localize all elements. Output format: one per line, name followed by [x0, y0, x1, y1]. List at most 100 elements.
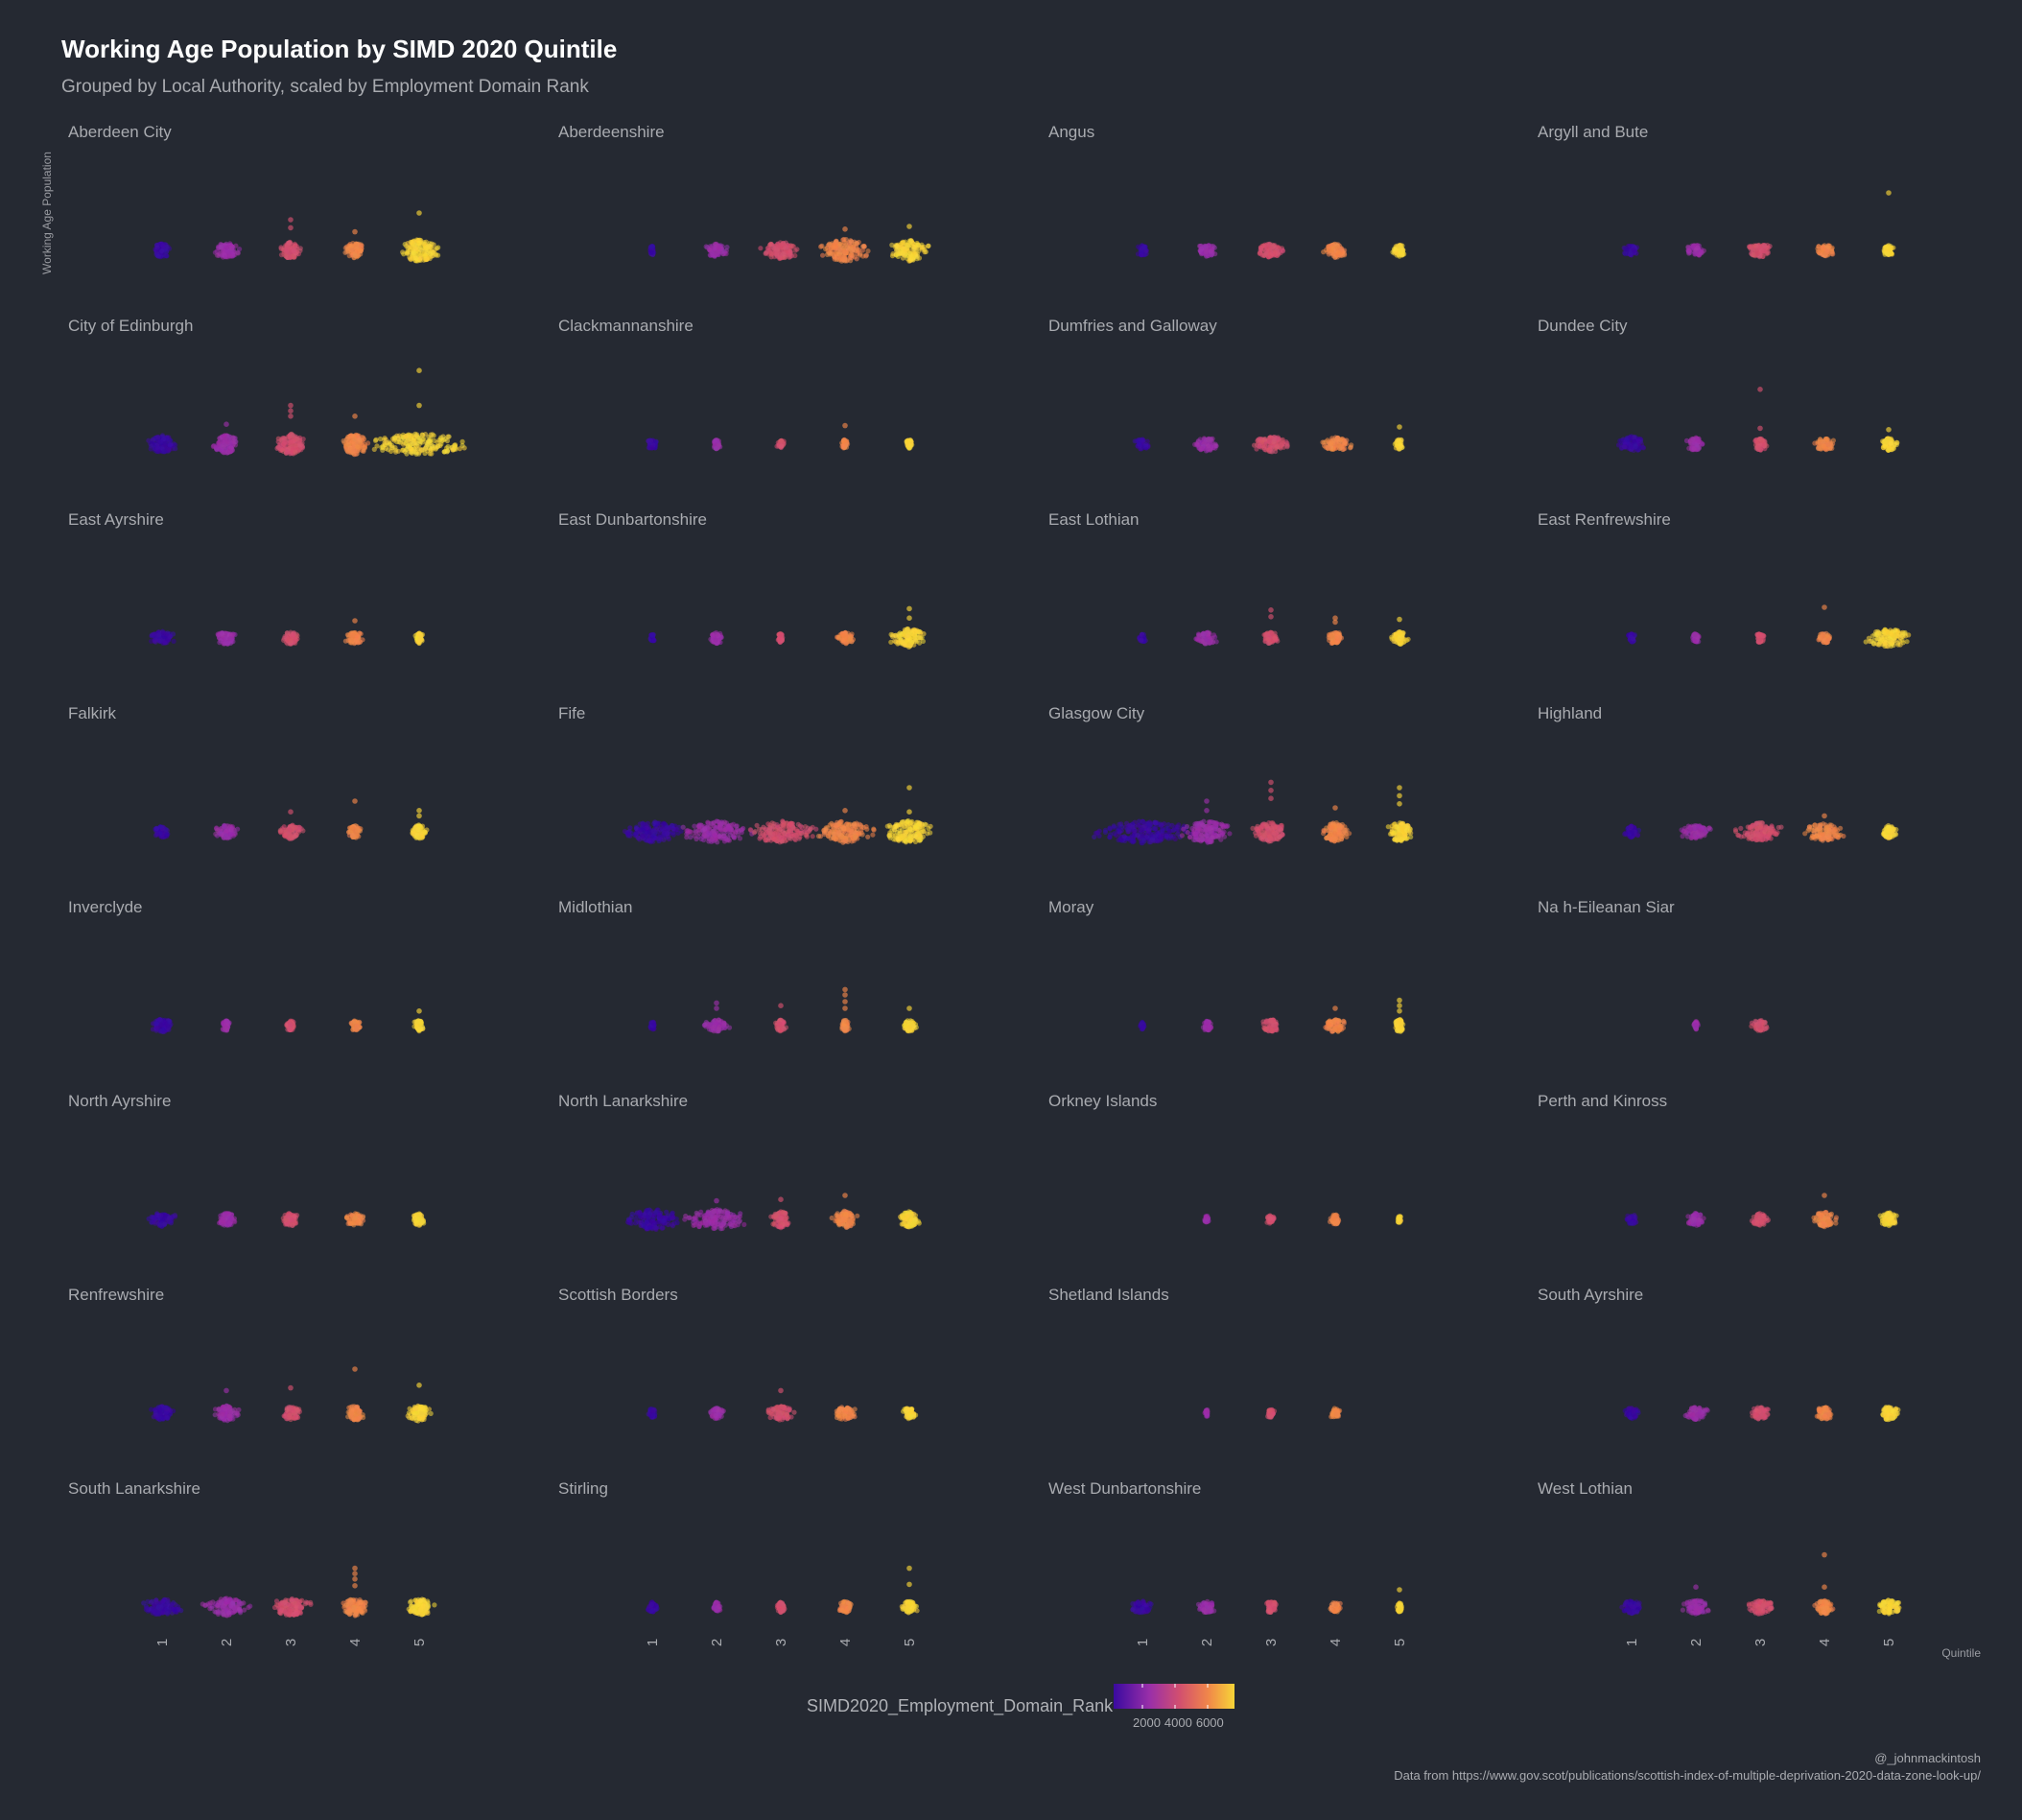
data-point [1398, 630, 1403, 636]
data-point [423, 245, 429, 250]
data-point [281, 435, 287, 441]
data-point [841, 245, 847, 250]
data-point [155, 435, 161, 440]
quintile-swarm [1392, 424, 1405, 452]
data-point [1686, 249, 1692, 255]
data-point [412, 246, 418, 251]
data-point [1335, 249, 1341, 255]
facet-panel: East Ayrshire [68, 510, 426, 647]
data-point [899, 240, 905, 246]
quintile-swarm [835, 629, 857, 647]
data-point [345, 435, 351, 440]
quintile-swarm [1626, 631, 1637, 645]
data-point [776, 635, 783, 641]
data-point [907, 443, 913, 449]
data-point [1824, 633, 1830, 639]
data-point [1885, 251, 1891, 257]
data-point [296, 824, 302, 830]
facet-panel: East Renfrewshire [1538, 510, 1912, 650]
quintile-swarm [1326, 615, 1345, 647]
quintile-swarm [342, 618, 365, 647]
facet-panel: Dundee City [1538, 317, 1900, 453]
data-point [400, 441, 407, 447]
quintile-swarm [1816, 604, 1833, 646]
data-point [408, 433, 414, 438]
data-point [442, 437, 448, 442]
data-point [1265, 254, 1271, 260]
quintile-swarm [1193, 629, 1219, 647]
data-point [358, 251, 364, 257]
data-point [841, 248, 847, 255]
data-point [156, 638, 162, 644]
data-point [1143, 442, 1149, 448]
data-point [416, 436, 422, 441]
data-point [1203, 249, 1209, 255]
data-point [417, 632, 424, 639]
data-point [275, 444, 282, 450]
data-point [782, 254, 788, 261]
quintile-swarm [400, 210, 441, 264]
data-point [350, 448, 356, 454]
data-point [360, 637, 365, 643]
data-point [167, 442, 173, 448]
data-point [780, 242, 786, 248]
data-point [1398, 442, 1403, 448]
data-point [1698, 250, 1704, 256]
data-point [349, 248, 355, 253]
data-point [1334, 639, 1340, 645]
outlier-point [842, 226, 848, 232]
data-point [1640, 445, 1647, 451]
quintile-swarm [213, 822, 241, 841]
data-point [441, 449, 447, 455]
data-point [915, 242, 921, 248]
data-point [893, 244, 899, 249]
data-point [917, 640, 923, 646]
data-point [1633, 442, 1638, 448]
data-point [1393, 445, 1399, 451]
data-point [1899, 637, 1905, 643]
data-point [1274, 444, 1280, 450]
data-point [788, 253, 794, 259]
data-point [1883, 637, 1889, 643]
data-point [1825, 441, 1831, 448]
data-point [1762, 243, 1768, 248]
data-point [1824, 248, 1830, 254]
quintile-swarm [1137, 631, 1148, 645]
data-point [1208, 437, 1213, 442]
data-point [164, 446, 170, 452]
data-point [424, 256, 430, 263]
data-point [372, 437, 379, 443]
data-point [1142, 251, 1148, 257]
data-point [287, 834, 293, 839]
data-point [832, 254, 837, 260]
outlier-point [1268, 614, 1274, 620]
data-point [778, 437, 785, 443]
data-point [227, 636, 233, 642]
data-point [1747, 244, 1752, 249]
data-point [424, 441, 430, 447]
outlier-point [1886, 427, 1892, 433]
chart-subtitle: Grouped by Local Authority, scaled by Em… [61, 77, 589, 97]
quintile-swarm [281, 629, 300, 647]
data-point [1399, 636, 1405, 642]
quintile-swarm [1621, 243, 1640, 258]
data-point [888, 639, 894, 645]
outlier-point [288, 217, 294, 223]
data-point [1334, 634, 1340, 640]
data-point [1272, 437, 1278, 442]
data-point [1869, 633, 1875, 639]
data-point [1192, 441, 1198, 447]
data-point [288, 638, 294, 644]
outlier-point [352, 228, 358, 235]
data-point [1269, 449, 1275, 455]
outlier-point [223, 421, 229, 428]
data-point [1272, 635, 1278, 641]
quintile-swarm [1261, 607, 1281, 647]
data-point [293, 449, 298, 455]
data-point [1276, 251, 1281, 257]
data-point [1392, 246, 1398, 252]
data-point [374, 443, 380, 449]
data-point [157, 438, 163, 444]
data-point [848, 239, 855, 245]
data-point [1628, 634, 1634, 641]
